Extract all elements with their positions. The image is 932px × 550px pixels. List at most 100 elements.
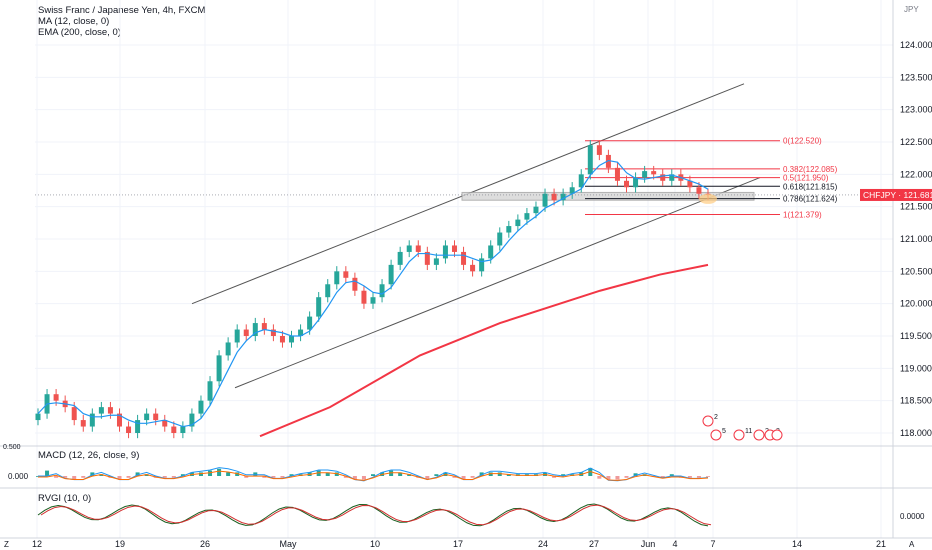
zoom-button[interactable]: Z bbox=[4, 540, 9, 549]
macd-histogram-bar bbox=[235, 472, 240, 476]
ma12-line bbox=[37, 159, 709, 428]
x-tick-label: 26 bbox=[200, 539, 210, 549]
price-tag-bg bbox=[860, 188, 932, 201]
candle-body bbox=[461, 251, 467, 265]
candle-body bbox=[642, 171, 648, 178]
candle-body bbox=[542, 193, 548, 207]
candle-body bbox=[225, 342, 231, 356]
y-tick-label: 118.500 bbox=[900, 396, 932, 406]
candle-body bbox=[614, 167, 620, 181]
y-tick-label: 122.000 bbox=[900, 169, 932, 179]
candle-body bbox=[424, 251, 430, 265]
candle-body bbox=[352, 277, 358, 291]
macd-histogram-bar bbox=[452, 476, 457, 478]
macd-histogram-bar bbox=[479, 472, 484, 476]
macd-histogram-bar bbox=[271, 476, 276, 478]
candle-body bbox=[633, 177, 639, 188]
candle-body bbox=[252, 323, 258, 336]
macd-histogram-bar bbox=[334, 472, 339, 476]
macd-histogram-bar bbox=[262, 476, 267, 478]
macd-histogram-bar bbox=[144, 474, 149, 476]
macd-histogram-bar bbox=[615, 476, 620, 480]
x-tick-label: 7 bbox=[710, 539, 715, 549]
fib-level-label: 1(121.379) bbox=[783, 210, 822, 219]
macd-histogram-bar bbox=[506, 474, 511, 476]
candle-body bbox=[279, 336, 285, 343]
macd-histogram-bar bbox=[343, 476, 348, 478]
candle-body bbox=[479, 258, 485, 272]
event-marker bbox=[710, 429, 722, 441]
fib-level-label: 0.618(121.815) bbox=[783, 182, 838, 191]
macd-histogram-bar bbox=[606, 476, 611, 480]
event-marker bbox=[702, 415, 714, 427]
candle-body bbox=[669, 174, 675, 181]
candle-body bbox=[180, 426, 186, 433]
macd-histogram-bar bbox=[45, 470, 50, 476]
candle-body bbox=[451, 245, 457, 252]
fib-level-label: 0.5(121.950) bbox=[783, 174, 829, 183]
candle-body bbox=[153, 413, 159, 421]
candle-body bbox=[307, 316, 313, 330]
event-marker bbox=[753, 429, 765, 441]
candle-body bbox=[144, 413, 150, 421]
fib-level-label: 0.382(122.085) bbox=[783, 165, 838, 174]
candle-body bbox=[325, 284, 331, 298]
y-tick-label: 119.000 bbox=[900, 363, 932, 373]
candle-body bbox=[370, 297, 376, 304]
macd-histogram-bar bbox=[687, 476, 692, 478]
y-tick-label: 123.000 bbox=[900, 105, 932, 115]
ma-legend[interactable]: MA (12, close, 0) bbox=[38, 16, 110, 27]
candle-body bbox=[533, 206, 539, 214]
macd-histogram-bar bbox=[633, 473, 638, 476]
y-tick-label: 123.500 bbox=[900, 72, 932, 82]
candle-body bbox=[171, 426, 177, 433]
macd-histogram-bar bbox=[669, 474, 674, 476]
macd-histogram-bar bbox=[597, 476, 602, 479]
candle-body bbox=[696, 187, 702, 194]
fib-level-label: 0(122.520) bbox=[783, 137, 822, 146]
candle-body bbox=[587, 145, 593, 175]
candle-body bbox=[379, 284, 385, 298]
macd-histogram-bar bbox=[696, 476, 701, 478]
candle-body bbox=[334, 271, 340, 285]
candle-body bbox=[605, 154, 611, 168]
candle-body bbox=[660, 174, 666, 181]
candle-body bbox=[80, 420, 86, 427]
macd-histogram-bar bbox=[289, 474, 294, 476]
macd-histogram-bar bbox=[624, 476, 629, 478]
auto-scale-button[interactable]: A bbox=[909, 540, 915, 549]
macd-histogram-bar bbox=[425, 476, 430, 480]
y-tick-label: 120.000 bbox=[900, 299, 932, 309]
macd-signal-line bbox=[38, 470, 709, 481]
candle-body bbox=[53, 394, 59, 401]
candle-body bbox=[270, 329, 276, 336]
macd-histogram-bar bbox=[81, 476, 86, 478]
candle-body bbox=[569, 187, 575, 194]
candle-body bbox=[560, 193, 566, 201]
macd-histogram-bar bbox=[253, 472, 258, 476]
event-count: 2 bbox=[714, 414, 718, 421]
ema-legend[interactable]: EMA (200, close, 0) bbox=[38, 27, 121, 38]
macd-histogram-bar bbox=[117, 476, 122, 480]
candle-body bbox=[687, 180, 693, 188]
y-tick-label: 121.000 bbox=[900, 234, 932, 244]
candle-body bbox=[343, 271, 349, 278]
candle-body bbox=[488, 245, 494, 259]
x-tick-label: 21 bbox=[876, 539, 886, 549]
x-tick-label: 19 bbox=[115, 539, 125, 549]
x-tick-label: 12 bbox=[32, 539, 42, 549]
macd-histogram-bar bbox=[352, 476, 357, 480]
candle-body bbox=[415, 245, 421, 252]
rvgi-legend[interactable]: RVGI (10, 0) bbox=[38, 493, 92, 504]
macd-histogram-bar bbox=[90, 472, 95, 476]
y-tick-label: 119.500 bbox=[900, 331, 932, 341]
macd-legend[interactable]: MACD (12, 26, close, 9) bbox=[38, 450, 140, 461]
candle-body bbox=[551, 193, 557, 201]
candle-body bbox=[162, 420, 168, 427]
macd-histogram-bar bbox=[561, 474, 566, 476]
macd-histogram-bar bbox=[226, 472, 231, 476]
macd-histogram-bar bbox=[398, 472, 403, 476]
y-tick-label: 120.500 bbox=[900, 266, 932, 276]
candle-body bbox=[107, 407, 113, 414]
